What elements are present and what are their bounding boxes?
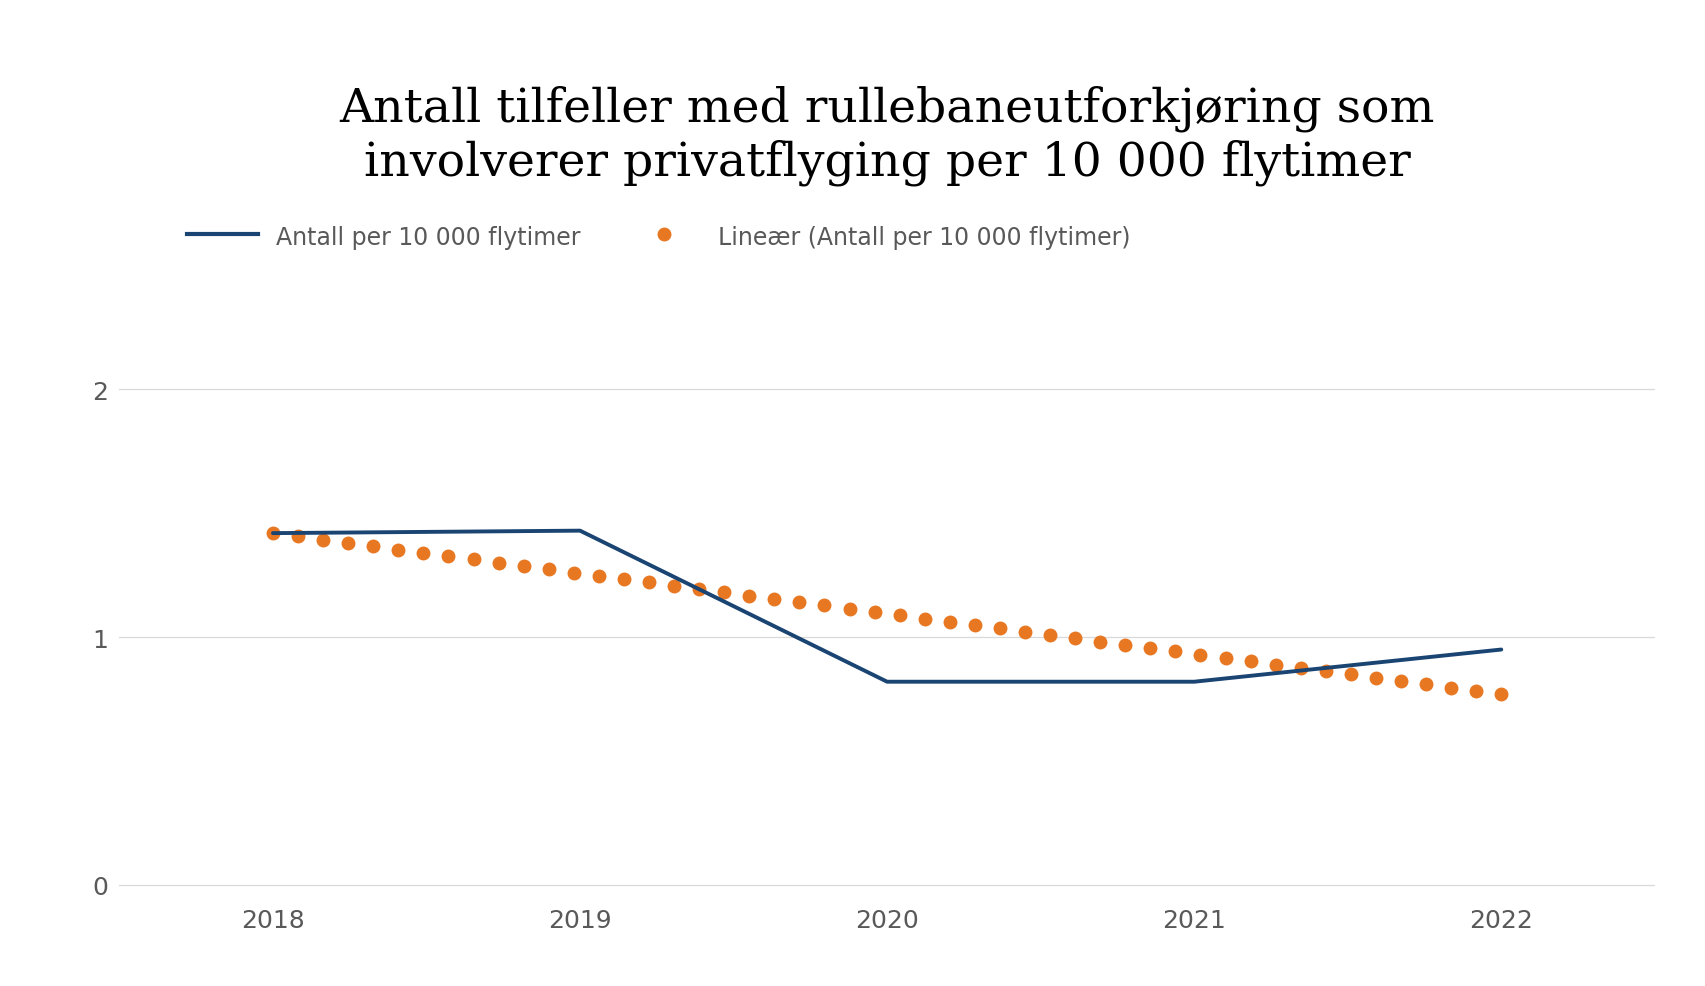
Legend: Antall per 10 000 flytimer, Lineær (Antall per 10 000 flytimer): Antall per 10 000 flytimer, Lineær (Anta… [177, 215, 1139, 259]
Title: Antall tilfeller med rullebaneutforkjøring som
involverer privatflyging per 10 0: Antall tilfeller med rullebaneutforkjøri… [339, 86, 1434, 185]
